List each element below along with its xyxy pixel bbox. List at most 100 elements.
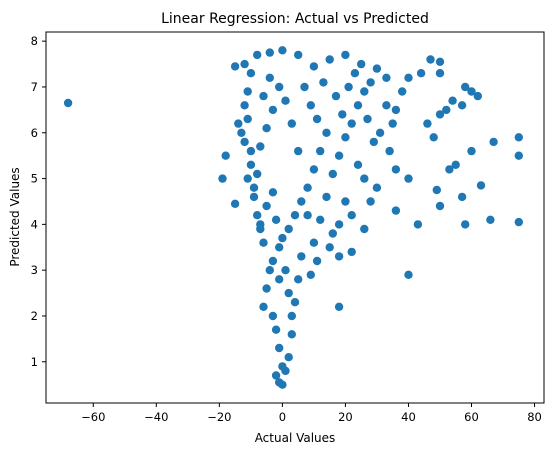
data-point bbox=[265, 266, 274, 275]
data-point bbox=[284, 288, 293, 298]
data-point bbox=[284, 353, 293, 362]
data-point bbox=[334, 302, 344, 311]
data-point bbox=[243, 174, 252, 183]
data-point bbox=[262, 124, 271, 133]
data-point bbox=[457, 192, 467, 202]
y-tick-label: 3 bbox=[31, 263, 38, 277]
data-point bbox=[432, 185, 441, 195]
data-point bbox=[278, 380, 287, 389]
data-point bbox=[309, 165, 319, 174]
data-point bbox=[514, 151, 523, 160]
data-point bbox=[290, 211, 300, 220]
data-point bbox=[445, 165, 454, 174]
data-point bbox=[249, 183, 259, 192]
data-point bbox=[240, 101, 249, 110]
data-point bbox=[435, 69, 445, 78]
data-point bbox=[457, 101, 467, 110]
data-point bbox=[360, 87, 369, 96]
y-tick-label: 8 bbox=[31, 34, 38, 48]
data-point bbox=[294, 275, 303, 284]
data-point bbox=[306, 101, 315, 110]
data-point bbox=[262, 201, 271, 211]
data-point bbox=[287, 311, 296, 321]
data-point bbox=[331, 91, 341, 101]
data-point bbox=[435, 110, 445, 119]
y-tick-label: 4 bbox=[31, 217, 38, 231]
data-point bbox=[388, 119, 397, 128]
data-point bbox=[290, 298, 300, 307]
data-point bbox=[246, 69, 256, 78]
data-point bbox=[325, 243, 334, 252]
data-point bbox=[344, 82, 353, 92]
data-point bbox=[63, 98, 73, 108]
y-tick-label: 7 bbox=[31, 80, 38, 94]
data-point bbox=[309, 62, 319, 71]
data-point bbox=[442, 105, 451, 115]
data-point bbox=[256, 142, 265, 151]
data-point bbox=[347, 119, 356, 128]
data-point bbox=[448, 96, 457, 105]
data-point bbox=[350, 69, 360, 78]
x-tick-label: 20 bbox=[338, 410, 353, 424]
data-point bbox=[316, 215, 325, 224]
data-point bbox=[240, 137, 249, 147]
data-point bbox=[451, 160, 460, 169]
data-point bbox=[275, 275, 284, 284]
chart-title: Linear Regression: Actual vs Predicted bbox=[161, 11, 429, 27]
data-point bbox=[486, 215, 495, 224]
x-tick-label: 0 bbox=[279, 410, 286, 424]
data-point bbox=[284, 224, 293, 234]
data-point bbox=[334, 220, 344, 229]
data-point bbox=[413, 220, 423, 229]
data-point bbox=[322, 192, 331, 202]
data-point bbox=[268, 311, 278, 321]
data-point bbox=[275, 343, 284, 353]
data-point bbox=[467, 87, 476, 96]
data-point bbox=[230, 62, 240, 71]
data-point bbox=[385, 146, 394, 156]
data-point bbox=[319, 78, 328, 87]
data-point bbox=[467, 146, 476, 156]
data-point bbox=[268, 105, 278, 115]
data-point bbox=[300, 82, 309, 92]
plot-frame bbox=[45, 31, 545, 404]
data-point bbox=[435, 201, 445, 211]
data-point bbox=[360, 224, 369, 234]
data-point bbox=[265, 48, 274, 57]
data-point bbox=[287, 330, 296, 339]
data-point bbox=[275, 243, 284, 252]
data-point bbox=[514, 133, 523, 142]
x-axis: −60 −40 −20 0 20 40 60 80 bbox=[81, 403, 542, 424]
y-axis: 1 2 3 4 5 6 7 8 bbox=[31, 34, 46, 369]
data-point bbox=[271, 371, 281, 380]
y-tick-label: 1 bbox=[31, 355, 38, 369]
data-point bbox=[369, 137, 378, 147]
data-point bbox=[347, 211, 356, 220]
data-point bbox=[262, 284, 271, 293]
data-point bbox=[259, 238, 268, 247]
data-point bbox=[360, 174, 369, 183]
x-tick-label: −20 bbox=[207, 410, 231, 424]
data-point bbox=[338, 110, 347, 119]
data-point bbox=[366, 197, 375, 206]
data-point bbox=[404, 174, 413, 183]
data-point bbox=[322, 128, 331, 137]
data-point bbox=[382, 101, 391, 110]
data-point bbox=[473, 91, 482, 101]
data-point bbox=[271, 325, 281, 334]
x-tick-label: −40 bbox=[144, 410, 168, 424]
data-point bbox=[271, 215, 281, 224]
data-point bbox=[353, 101, 363, 110]
data-point bbox=[275, 82, 284, 92]
y-tick-label: 5 bbox=[31, 172, 38, 186]
data-point bbox=[234, 119, 243, 128]
data-point bbox=[328, 169, 337, 179]
data-point bbox=[363, 114, 372, 124]
data-point bbox=[334, 252, 344, 261]
y-tick-label: 6 bbox=[31, 126, 38, 140]
data-point bbox=[398, 87, 407, 96]
data-point bbox=[253, 211, 262, 220]
data-point bbox=[268, 188, 278, 197]
x-tick-label: 80 bbox=[527, 410, 542, 424]
data-point bbox=[294, 50, 303, 60]
